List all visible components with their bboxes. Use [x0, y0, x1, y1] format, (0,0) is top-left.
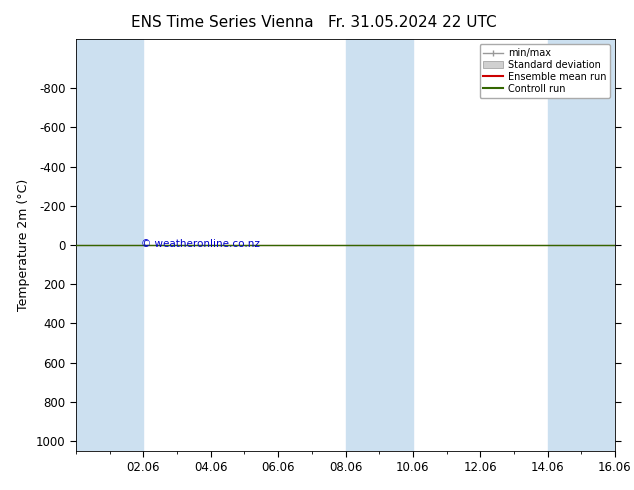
Bar — [346, 39, 413, 451]
Text: Fr. 31.05.2024 22 UTC: Fr. 31.05.2024 22 UTC — [328, 15, 496, 30]
Legend: min/max, Standard deviation, Ensemble mean run, Controll run: min/max, Standard deviation, Ensemble me… — [479, 44, 610, 98]
Bar — [76, 39, 143, 451]
Text: ENS Time Series Vienna: ENS Time Series Vienna — [131, 15, 313, 30]
Bar — [548, 39, 615, 451]
Y-axis label: Temperature 2m (°C): Temperature 2m (°C) — [18, 179, 30, 311]
Text: © weatheronline.co.nz: © weatheronline.co.nz — [141, 239, 260, 249]
